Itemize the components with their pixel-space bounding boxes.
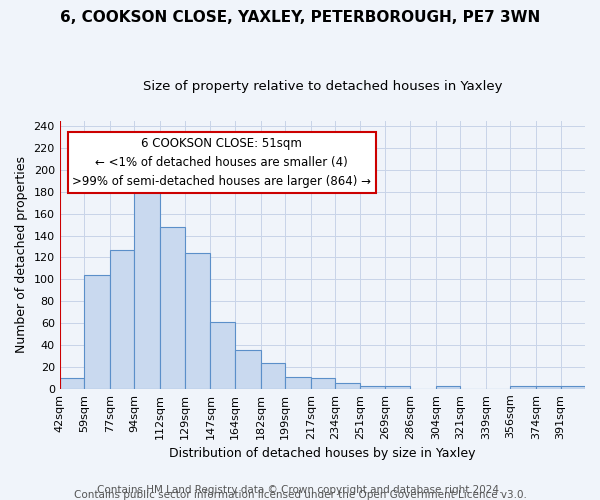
Bar	[285, 377, 311, 389]
Bar	[436, 386, 460, 389]
Bar	[385, 386, 410, 389]
Title: Size of property relative to detached houses in Yaxley: Size of property relative to detached ho…	[143, 80, 502, 93]
Bar	[59, 378, 84, 389]
Bar	[560, 386, 585, 389]
Bar	[536, 386, 560, 389]
Y-axis label: Number of detached properties: Number of detached properties	[15, 156, 28, 353]
Bar	[335, 384, 359, 389]
Bar	[359, 386, 385, 389]
Bar	[211, 322, 235, 389]
X-axis label: Distribution of detached houses by size in Yaxley: Distribution of detached houses by size …	[169, 447, 476, 460]
Bar	[134, 171, 160, 389]
Text: 6 COOKSON CLOSE: 51sqm
← <1% of detached houses are smaller (4)
>99% of semi-det: 6 COOKSON CLOSE: 51sqm ← <1% of detached…	[73, 137, 371, 188]
Bar	[235, 350, 260, 389]
Bar	[311, 378, 335, 389]
Text: Contains HM Land Registry data © Crown copyright and database right 2024.: Contains HM Land Registry data © Crown c…	[97, 485, 503, 495]
Bar	[110, 250, 134, 389]
Bar	[84, 275, 110, 389]
Text: Contains public sector information licensed under the Open Government Licence v3: Contains public sector information licen…	[74, 490, 526, 500]
Bar	[260, 362, 285, 389]
Bar	[511, 386, 536, 389]
Text: 6, COOKSON CLOSE, YAXLEY, PETERBOROUGH, PE7 3WN: 6, COOKSON CLOSE, YAXLEY, PETERBOROUGH, …	[60, 10, 540, 25]
Bar	[160, 227, 185, 389]
Bar	[185, 253, 211, 389]
